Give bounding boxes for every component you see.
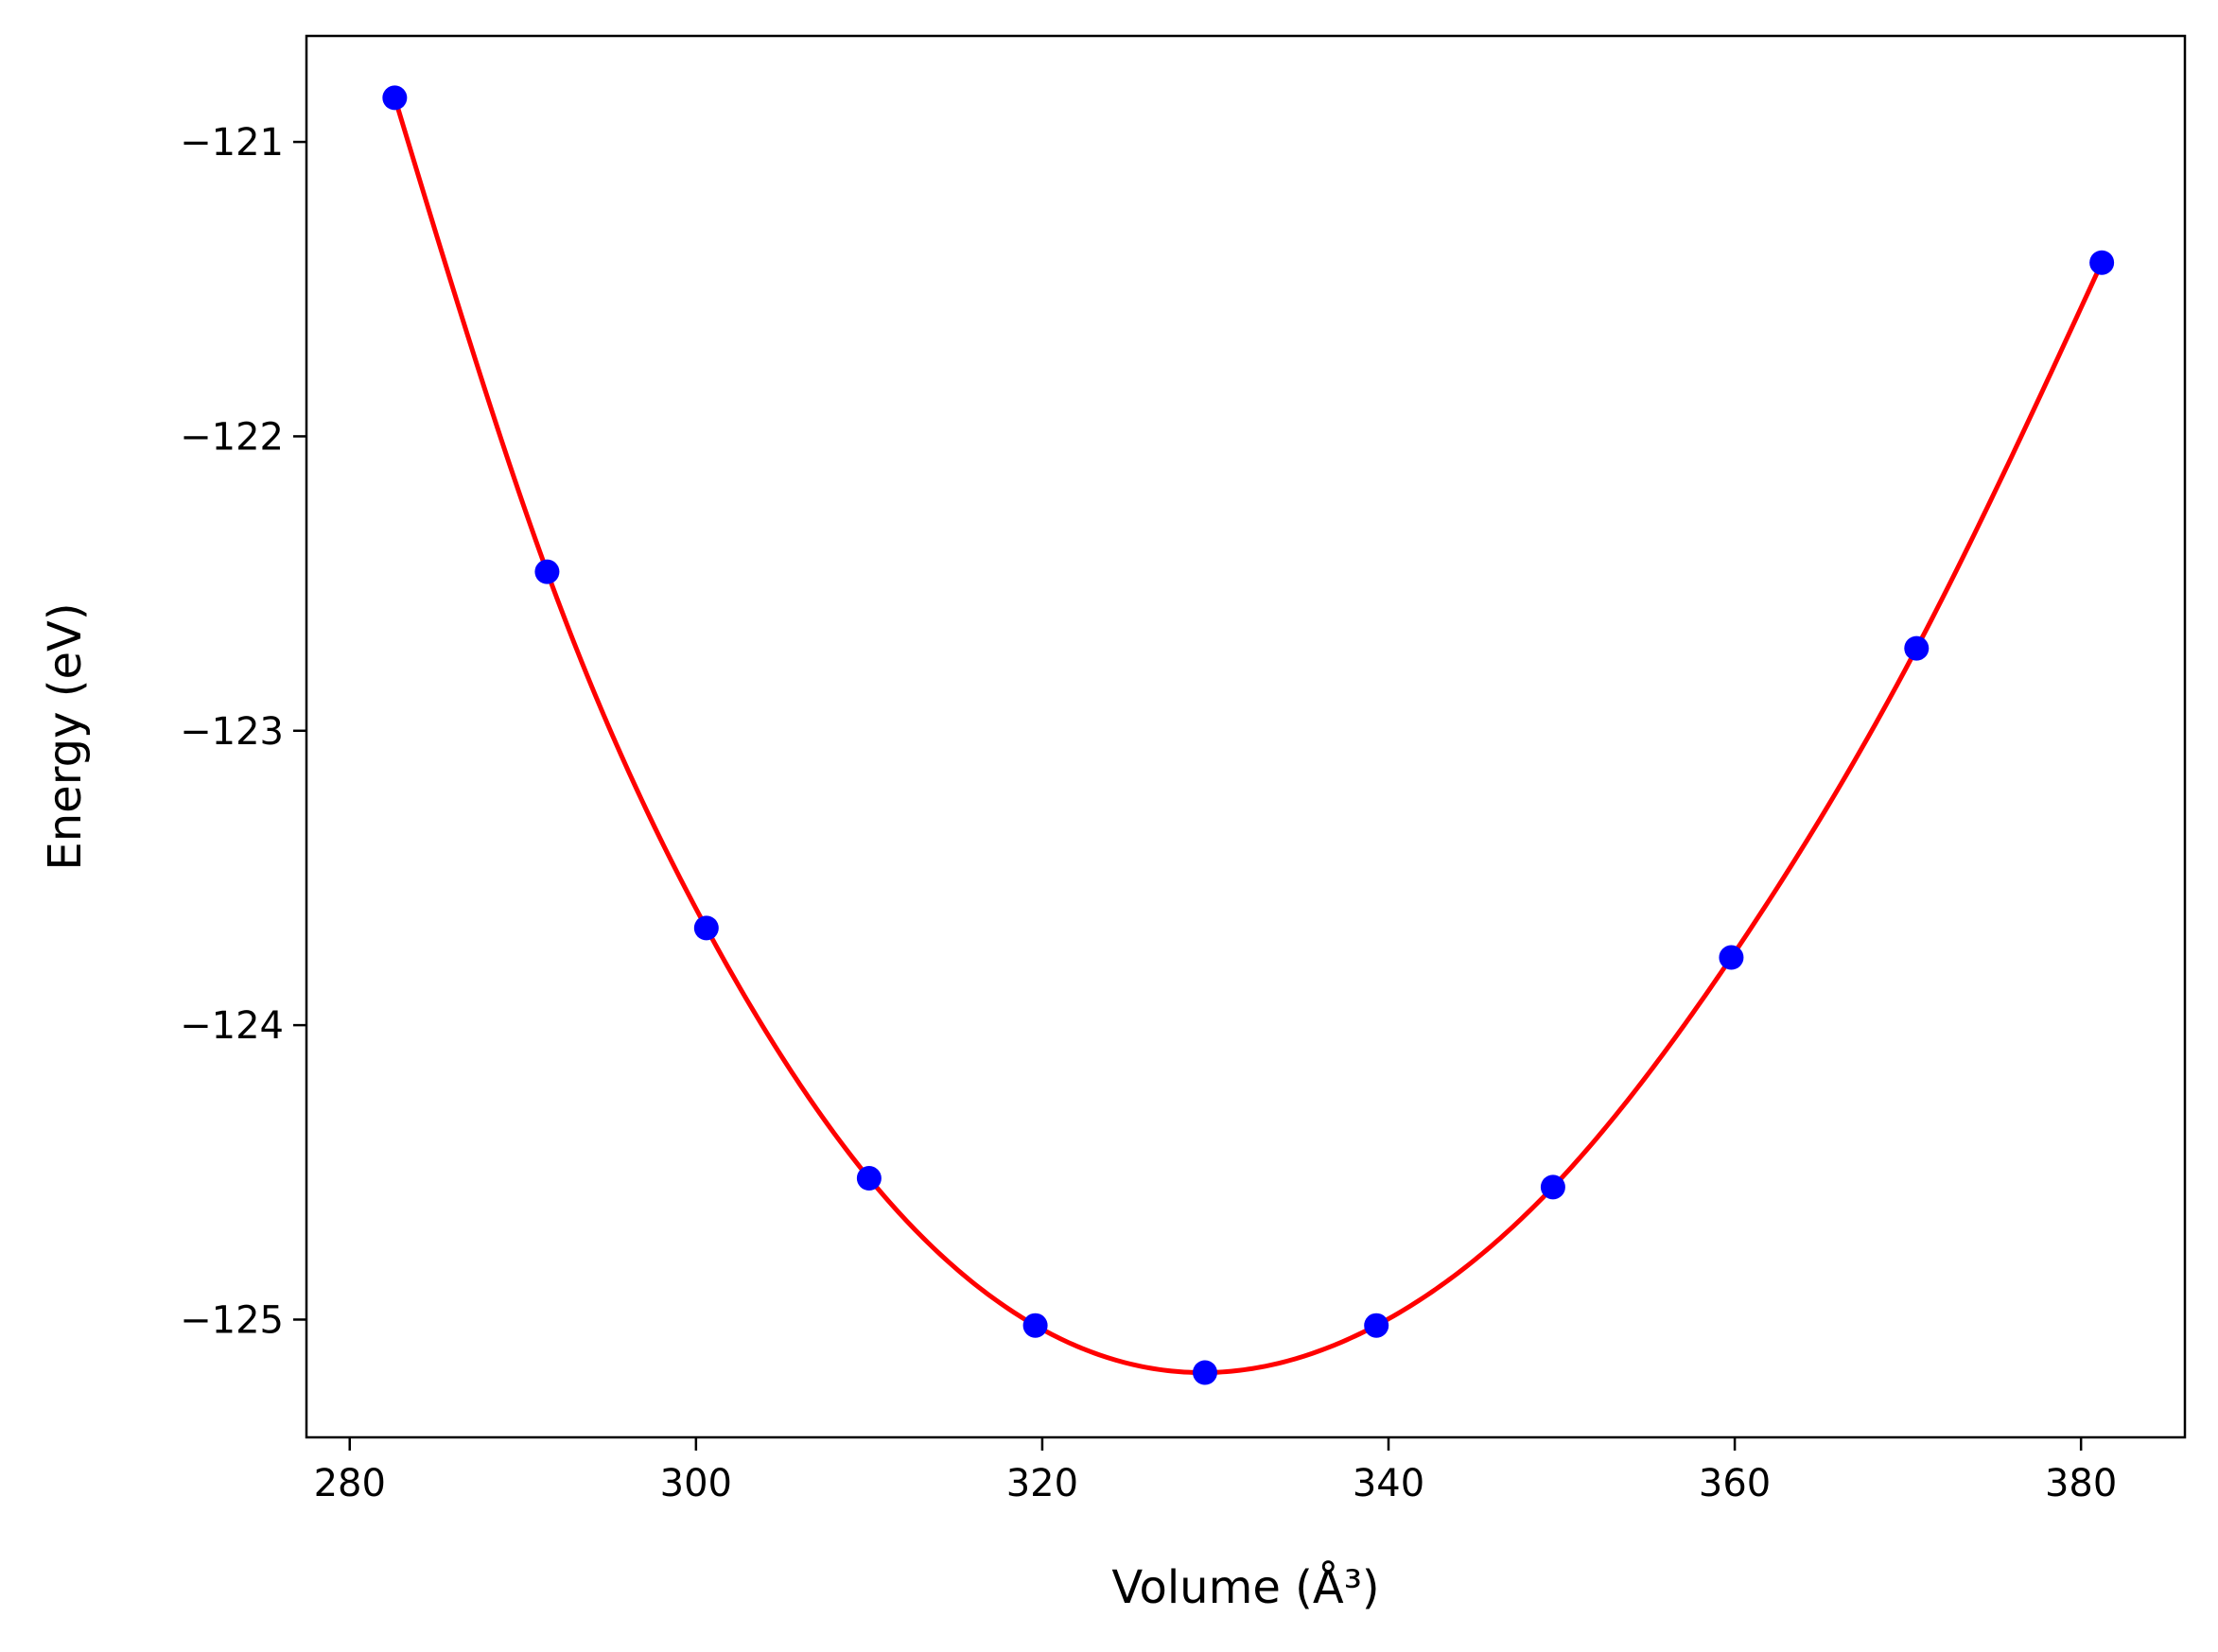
data-point	[1904, 635, 1930, 661]
y-tick-label: −121	[180, 121, 284, 165]
data-point	[2089, 250, 2115, 275]
y-tick-label: −123	[180, 710, 284, 754]
data-point	[856, 1166, 882, 1191]
x-tick-label: 360	[1699, 1462, 1771, 1505]
y-axis-label: Energy (eV)	[39, 602, 92, 870]
y-axis-ticks: −121 −122 −123 −124 −125	[180, 121, 306, 1342]
data-point	[1540, 1174, 1565, 1200]
y-tick-label: −122	[180, 415, 284, 459]
data-points-layer	[382, 85, 2115, 1385]
x-tick-label: 320	[1006, 1462, 1078, 1505]
x-tick-label: 300	[660, 1462, 732, 1505]
data-point	[1719, 945, 1744, 970]
x-axis-ticks: 280 300 320 340 360 380	[314, 1437, 2117, 1505]
data-point	[693, 915, 719, 941]
data-point	[534, 559, 560, 584]
fit-curve-layer	[392, 96, 2104, 1376]
data-point	[382, 85, 408, 111]
plot-area-background	[306, 36, 2185, 1437]
x-axis-label: Volume (Å³)	[1111, 1560, 1379, 1614]
plot-frame	[305, 34, 2187, 1439]
y-tick-label: −124	[180, 1004, 284, 1048]
data-point	[1364, 1313, 1389, 1338]
x-tick-label: 380	[2045, 1462, 2117, 1505]
data-point	[1022, 1313, 1048, 1338]
x-tick-label: 340	[1353, 1462, 1424, 1505]
y-tick-label: −125	[180, 1298, 284, 1342]
x-tick-label: 280	[314, 1462, 386, 1505]
fit-curve-line	[392, 96, 2104, 1376]
data-point	[1192, 1360, 1217, 1385]
